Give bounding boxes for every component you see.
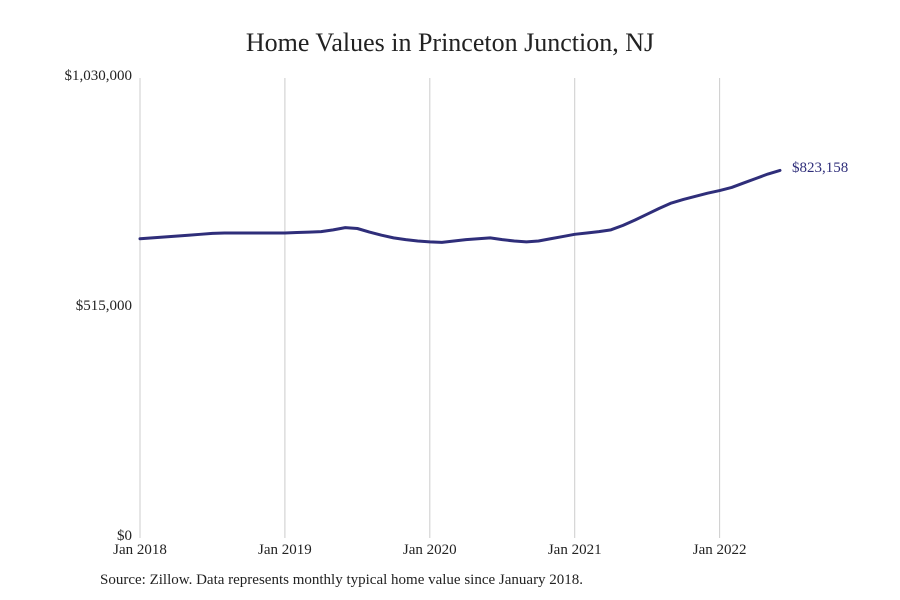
x-axis-tick-label: Jan 2019 [245, 542, 325, 559]
x-axis-tick-label: Jan 2018 [100, 542, 180, 559]
line-chart: Home Values in Princeton Junction, NJ $8… [0, 0, 900, 600]
series-end-label: $823,158 [792, 160, 848, 177]
source-note: Source: Zillow. Data represents monthly … [100, 572, 583, 589]
x-axis-tick-label: Jan 2021 [535, 542, 615, 559]
y-axis-tick-label: $515,000 [76, 298, 132, 315]
y-axis-tick-label: $1,030,000 [65, 68, 133, 85]
x-axis-tick-label: Jan 2022 [680, 542, 760, 559]
series-line [140, 170, 780, 242]
x-axis-tick-label: Jan 2020 [390, 542, 470, 559]
chart-svg [0, 0, 900, 600]
